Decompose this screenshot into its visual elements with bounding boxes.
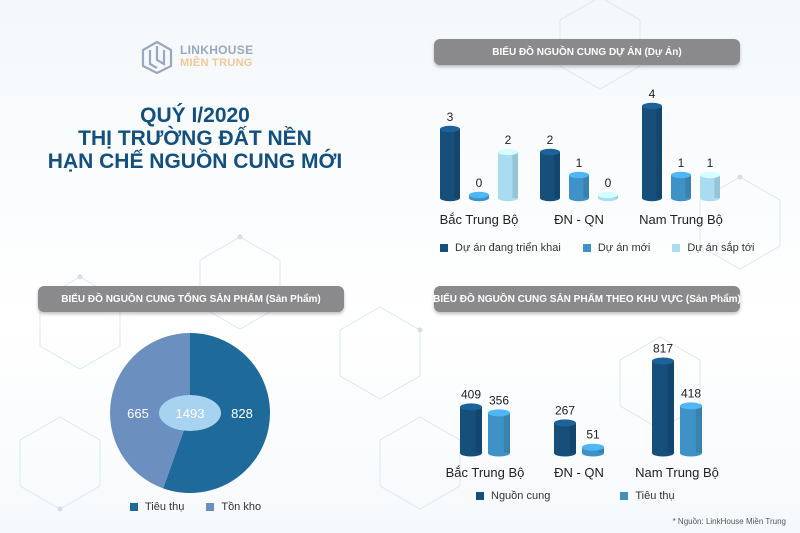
logo-text-line1: LINKHOUSE <box>180 43 254 57</box>
legend-item-stock: Tồn kho <box>206 501 261 513</box>
region-bar-2-1 <box>680 402 702 457</box>
legend-item-ongoing: Dự án đang triển khai <box>440 242 561 254</box>
region-bar-chart: 409 356 Bắc Trung Bộ 267 51 ĐN - QN 817 418 Nam … <box>446 341 719 480</box>
projects-bar-1-0 <box>540 148 560 202</box>
projects-value-label: 1 <box>707 156 714 170</box>
pie-center <box>159 395 221 431</box>
region-bar-0-1 <box>488 409 510 457</box>
pie-value-stock: 665 <box>127 406 149 421</box>
region-value-label: 267 <box>555 403 575 417</box>
page-headline: QUÝ I/2020 THỊ TRƯỜNG ĐẤT NỀN HẠN CHẾ NG… <box>40 104 350 173</box>
projects-value-label: 0 <box>605 176 612 190</box>
linkhouse-logo-icon <box>141 40 173 74</box>
headline-line2: THỊ TRƯỜNG ĐẤT NỀN <box>78 127 312 150</box>
headline-line1: QUÝ I/2020 <box>140 104 250 127</box>
region-bar-2-0 <box>652 357 674 457</box>
projects-bar-1-2 <box>598 191 618 202</box>
projects-value-label: 2 <box>547 133 554 147</box>
headline-line3: HẠN CHẾ NGUỒN CUNG MỚI <box>47 150 343 173</box>
legend-item-new: Dự án mới <box>582 242 650 254</box>
projects-value-label: 0 <box>476 176 483 190</box>
projects-category-label: Nam Trung Bộ <box>639 212 723 227</box>
region-value-label: 356 <box>489 393 509 407</box>
pie-total-label: 1493 <box>176 406 205 421</box>
projects-bar-2-0 <box>642 102 662 202</box>
pie-slice-1 <box>110 333 190 489</box>
projects-bar-chart: 3 0 2 Bắc Trung Bộ 2 1 0 ĐN - QN 4 1 1 Nam Trung Bộ <box>440 87 723 227</box>
logo-text-line2: MIỀN TRUNG <box>180 57 253 69</box>
region-category-label: Nam Trung Bộ <box>635 465 719 480</box>
brand-logo: LINKHOUSE MIỀN TRUNG <box>140 40 253 74</box>
region-value-label: 409 <box>461 387 481 401</box>
region-legend: Nguồn cung Tiêu thụ <box>476 490 697 502</box>
projects-value-label: 3 <box>447 110 454 124</box>
projects-legend: Dự án đang triển khai Dự án mới Dự án sắ… <box>440 242 776 254</box>
source-note: * Nguồn: LinkHouse Miền Trung <box>672 517 786 526</box>
legend-item-upcoming: Dự án sắp tới <box>672 242 754 254</box>
pie-value-sold: 828 <box>231 406 253 421</box>
region-bar-1-0 <box>554 419 576 457</box>
legend-item-supply: Nguồn cung <box>476 490 550 502</box>
region-category-label: Bắc Trung Bộ <box>446 465 525 480</box>
projects-value-label: 4 <box>649 87 656 101</box>
region-value-label: 418 <box>681 386 701 400</box>
projects-category-label: Bắc Trung Bộ <box>440 212 519 227</box>
legend-item-consumption: Tiêu thụ <box>620 490 675 502</box>
projects-bar-2-2 <box>700 171 720 202</box>
region-value-label: 51 <box>586 428 600 442</box>
projects-bar-0-1 <box>469 191 489 202</box>
projects-category-label: ĐN - QN <box>554 212 604 227</box>
projects-value-label: 1 <box>576 156 583 170</box>
projects-bar-1-1 <box>569 171 589 202</box>
total-supply-pie-chart: 1493 828 665 <box>110 333 270 493</box>
projects-chart-title: BIỂU ĐỒ NGUỒN CUNG DỰ ÁN (Dự Án) <box>434 39 740 65</box>
region-bar-1-1 <box>582 443 604 457</box>
projects-value-label: 1 <box>678 156 685 170</box>
projects-bar-0-2 <box>498 148 518 202</box>
region-bar-0-0 <box>460 403 482 457</box>
region-category-label: ĐN - QN <box>554 465 604 480</box>
projects-bar-2-1 <box>671 171 691 202</box>
legend-item-sold: Tiêu thụ <box>130 501 184 513</box>
projects-bar-0-0 <box>440 125 460 202</box>
region-value-label: 817 <box>653 341 673 355</box>
region-chart-title: BIỂU ĐỒ NGUỒN CUNG SẢN PHẨM THEO KHU VỰC… <box>433 286 741 312</box>
total-supply-chart-title: BIỂU ĐỒ NGUỒN CUNG TỔNG SẢN PHẨM (Sản Ph… <box>38 286 344 312</box>
projects-value-label: 2 <box>505 133 512 147</box>
pie-legend: Tiêu thụ Tồn kho <box>130 501 283 513</box>
